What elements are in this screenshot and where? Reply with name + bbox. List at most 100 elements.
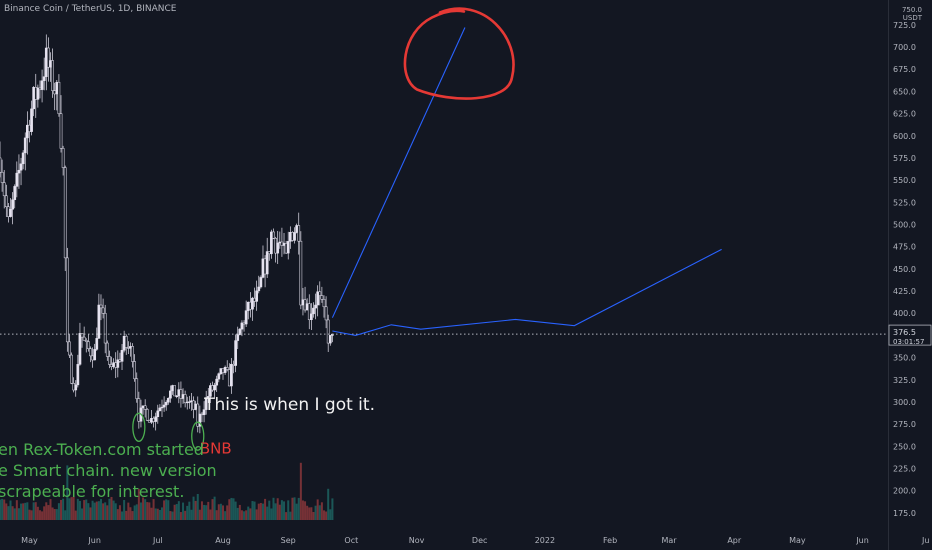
candle-body [206, 396, 210, 398]
volume-bar [167, 500, 170, 520]
volume-bar [112, 500, 115, 520]
candle-body [99, 304, 103, 309]
volume-bar [331, 498, 334, 520]
volume-bar [64, 510, 67, 520]
volume-bar [222, 505, 225, 520]
candle-body [310, 313, 313, 320]
candle-body [19, 163, 23, 171]
price-tick-label: 600.0 [893, 132, 916, 141]
volume-bar [163, 500, 166, 520]
time-tick-label: May [789, 536, 806, 545]
price-axis[interactable]: 175.0 200.0 225.0 250.0 275.0 300.0 325.0 350.0… [888, 0, 932, 550]
time-axis[interactable]: May Jun Jul Aug Sep Oct Nov Dec 2022 Feb Mar Apr May… [0, 528, 929, 550]
price-tick-label: 725.0 [893, 21, 916, 30]
volume-bar [205, 505, 208, 520]
candle-body [80, 333, 84, 338]
volume-bar [114, 503, 117, 520]
volume-bar [194, 500, 197, 520]
volume-bar [253, 501, 256, 520]
price-tick-label: 500.0 [893, 221, 916, 230]
candle-body [105, 342, 109, 357]
candle-body [61, 148, 65, 168]
volume-bar [203, 504, 206, 520]
volume-bar [169, 511, 172, 520]
candle-body [42, 76, 46, 81]
green-low-mark-1 [132, 412, 146, 442]
volume-bar [280, 500, 283, 520]
candle-body [15, 172, 19, 187]
volume-bar [257, 503, 260, 520]
candle-body [270, 231, 273, 255]
price-tag-value: 376.5 [893, 328, 916, 337]
candle-body [103, 313, 107, 344]
volume-bar [68, 498, 71, 520]
candle-body [158, 407, 162, 412]
candle-body [116, 359, 120, 368]
volume-bar [74, 510, 77, 520]
volume-bar [32, 502, 35, 520]
volume-bar [301, 500, 304, 520]
candle-body [4, 195, 8, 208]
volume-bar [226, 505, 229, 520]
volume-bar [209, 509, 212, 520]
candle-body [257, 286, 261, 292]
volume-bar [137, 488, 140, 520]
candle-body [324, 306, 328, 321]
volume-bar [285, 512, 288, 520]
candle-body [65, 257, 69, 343]
freehand-marks [132, 7, 515, 451]
price-tick-label: 250.0 [893, 442, 916, 451]
candle-body [21, 152, 25, 165]
annotation-green-line-2: e Smart chain. new version [0, 461, 217, 480]
volume-bar [304, 501, 307, 520]
volume-bar [247, 506, 250, 520]
volume-bar [123, 500, 126, 520]
candle-body [131, 346, 134, 362]
candle-body [93, 349, 97, 361]
volume-bar [171, 511, 174, 520]
price-tick-label: 400.0 [893, 309, 916, 318]
time-tick-label: Jul [152, 536, 163, 545]
volume-bar [154, 508, 157, 520]
volume-bar [89, 507, 92, 520]
candle-body [154, 416, 158, 422]
candle-body [209, 385, 212, 397]
candle-body [63, 167, 67, 259]
annotation-got-it: This is when I got it. [203, 395, 375, 415]
volume-bar [95, 501, 98, 520]
candle-body [70, 354, 73, 384]
candles [0, 34, 334, 434]
volume-bar [213, 496, 216, 520]
volume-bar [184, 510, 187, 520]
candle-body [320, 295, 324, 300]
volume-bar [139, 502, 142, 520]
volume-bar [129, 507, 132, 520]
volume-bar [219, 503, 222, 520]
candle-body [314, 304, 317, 309]
volume-bar [97, 501, 100, 520]
volume-bar [55, 509, 58, 520]
candle-body [87, 341, 90, 349]
volume-bar [243, 511, 246, 520]
price-axis-top-tick: 750.0 [901, 6, 922, 14]
volume-bar [135, 504, 138, 520]
volume-bar [160, 507, 163, 520]
volume-bar [1, 498, 4, 520]
price-tick-label: 550.0 [893, 176, 916, 185]
volume-bar [3, 499, 6, 520]
symbol-title[interactable]: Binance Coin / TetherUS, 1D, BINANCE [4, 4, 177, 14]
price-tick-label: 175.0 [893, 509, 916, 518]
candle-body [120, 350, 124, 362]
volume-bar [76, 498, 79, 520]
candle-body [265, 251, 269, 275]
volume-bar [308, 507, 311, 520]
volume-bar [146, 502, 149, 520]
volume-bar [207, 501, 210, 520]
volume-bar [72, 496, 75, 520]
candle-body [286, 241, 290, 254]
candle-body [101, 307, 105, 314]
volume-bar [49, 499, 52, 520]
projection-line-2 [332, 248, 722, 336]
time-tick-label: Jun [87, 536, 101, 545]
